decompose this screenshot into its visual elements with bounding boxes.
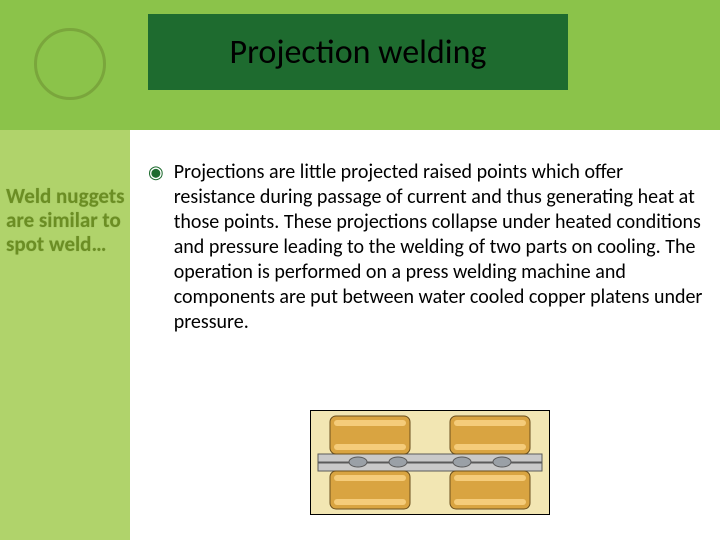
slide-title: Projection welding (230, 32, 487, 73)
body-paragraph: Projections are little projected raised … (174, 160, 703, 335)
title-box: Projection welding (148, 14, 568, 90)
sidebar-note: Weld nuggets are similar to spot weld… (6, 184, 130, 256)
projection-welding-figure (310, 410, 550, 515)
body-row: ◉ Projections are little projected raise… (148, 160, 703, 335)
bullet-icon: ◉ (148, 160, 164, 335)
decorative-circle (34, 28, 106, 100)
